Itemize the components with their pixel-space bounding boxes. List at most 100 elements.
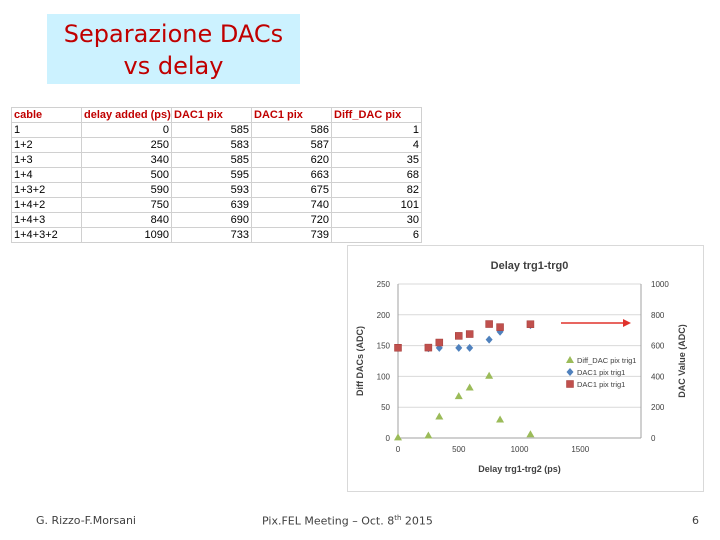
data-point-square — [424, 343, 433, 352]
table-cell: 840 — [81, 212, 172, 228]
table-row: 1+4+3 840 690 720 30 — [11, 212, 422, 228]
table-row: 1+4 500 595 663 68 — [11, 167, 422, 183]
footer-event-sup: th — [394, 514, 402, 522]
table-cell: 1+2 — [11, 137, 82, 153]
table-header-cell: DAC1 pix — [251, 107, 332, 123]
data-point-triangle — [424, 431, 433, 439]
x-tick-label: 500 — [452, 445, 466, 454]
data-point-diamond — [455, 343, 463, 352]
data-point-triangle — [394, 433, 402, 441]
table-cell: 0 — [81, 122, 172, 138]
x-tick-label: 1500 — [571, 445, 589, 454]
data-point-triangle — [485, 371, 494, 379]
x-axis-label: Delay trg1-trg2 (ps) — [478, 464, 561, 474]
data-point-diamond — [496, 327, 504, 336]
table-cell: 620 — [251, 152, 332, 168]
table-cell: 639 — [171, 197, 252, 213]
arrow-head — [623, 319, 631, 327]
data-point-square — [394, 344, 402, 352]
table-cell: 739 — [251, 227, 332, 243]
table-cell: 1+4+3+2 — [11, 227, 82, 243]
slide-title-line2: vs delay — [123, 52, 224, 80]
y2-tick-label: 1000 — [651, 280, 669, 289]
table-cell: 1+4 — [11, 167, 82, 183]
table-cell: 500 — [81, 167, 172, 183]
data-point-triangle — [526, 430, 535, 438]
y2-tick-label: 600 — [651, 342, 665, 351]
data-point-triangle — [435, 412, 444, 420]
table-header-cell: cable — [11, 107, 82, 123]
footer-event-prefix: Pix.FEL Meeting – Oct. 8 — [262, 514, 395, 528]
table-cell: 585 — [171, 152, 252, 168]
data-point-square — [485, 320, 493, 328]
table-row: 1+3 340 585 620 35 — [11, 152, 422, 168]
table-cell: 583 — [171, 137, 252, 153]
y-tick-label: 250 — [377, 280, 391, 289]
y-tick-label: 0 — [386, 434, 391, 443]
y-tick-label: 200 — [377, 311, 391, 320]
data-point-square — [455, 332, 463, 340]
title-box: Separazione DACs vs delay — [47, 14, 300, 84]
table-cell: 1+4+2 — [11, 197, 82, 213]
table-cell: 1090 — [81, 227, 172, 243]
data-table: cable delay added (ps) DAC1 pix DAC1 pix Dif… — [11, 107, 422, 243]
table-cell: 340 — [81, 152, 172, 168]
y2-tick-label: 0 — [651, 434, 656, 443]
footer-event-suffix: 2015 — [401, 514, 433, 528]
footer-event: Pix.FEL Meeting – Oct. 8th 2015 — [262, 514, 433, 528]
y2-axis-label: DAC Value (ADC) — [677, 324, 687, 398]
x-tick-label: 0 — [396, 445, 401, 454]
table-cell: 6 — [331, 227, 422, 243]
y-tick-label: 100 — [377, 372, 391, 381]
data-point-square — [526, 320, 535, 328]
legend-label: DAC1 pix trig1 — [577, 380, 625, 389]
table-cell: 586 — [251, 122, 332, 138]
x-tick-label: 1000 — [511, 445, 529, 454]
table-cell: 675 — [251, 182, 332, 198]
table-cell: 1+3+2 — [11, 182, 82, 198]
y2-tick-label: 800 — [651, 311, 665, 320]
y-axis-label: Diff DACs (ADC) — [355, 326, 365, 396]
table-cell: 750 — [81, 197, 172, 213]
table-cell: 733 — [171, 227, 252, 243]
table-cell: 690 — [171, 212, 252, 228]
table-cell: 740 — [251, 197, 332, 213]
table-cell: 82 — [331, 182, 422, 198]
data-point-triangle — [496, 415, 505, 423]
table-row: 1+3+2 590 593 675 82 — [11, 182, 422, 198]
table-cell: 1 — [11, 122, 82, 138]
table-header-cell: DAC1 pix — [171, 107, 252, 123]
footer-author: G. Rizzo-F.Morsani — [36, 514, 136, 527]
slide-title-line1: Separazione DACs — [63, 20, 284, 48]
chart-title: Delay trg1-trg0 — [491, 260, 569, 272]
y-tick-label: 50 — [381, 403, 390, 412]
footer-page-number: 6 — [692, 514, 699, 527]
data-point-diamond — [466, 343, 474, 352]
table-row: 1+2 250 583 587 4 — [11, 137, 422, 153]
y2-tick-label: 200 — [651, 403, 665, 412]
table-row: 1+4+3+2 1090 733 739 6 — [11, 227, 422, 243]
data-point-triangle — [566, 356, 574, 363]
data-point-diamond — [485, 335, 493, 344]
table-cell: 593 — [171, 182, 252, 198]
table-cell: 595 — [171, 167, 252, 183]
table-cell: 720 — [251, 212, 332, 228]
table-cell: 663 — [251, 167, 332, 183]
table-cell: 101 — [331, 197, 422, 213]
table-row: 1 0 585 586 1 — [11, 122, 422, 138]
table-cell: 1 — [331, 122, 422, 138]
data-point-diamond — [566, 368, 574, 376]
data-point-triangle — [465, 383, 474, 391]
scatter-chart: Delay trg1-trg0 0 50 100 150 200 250 0 200 400 600… — [355, 260, 687, 474]
table-header-row: cable delay added (ps) DAC1 pix DAC1 pix Dif… — [11, 107, 422, 123]
table-cell: 587 — [251, 137, 332, 153]
table-cell: 250 — [81, 137, 172, 153]
table-cell: 1+4+3 — [11, 212, 82, 228]
table-row: 1+4+2 750 639 740 101 — [11, 197, 422, 213]
y-tick-label: 150 — [377, 342, 391, 351]
data-point-triangle — [454, 392, 463, 400]
table-cell: 585 — [171, 122, 252, 138]
table-header-cell: delay added (ps) — [81, 107, 172, 123]
table-cell: 68 — [331, 167, 422, 183]
legend-label: Diff_DAC pix trig1 — [577, 356, 636, 365]
